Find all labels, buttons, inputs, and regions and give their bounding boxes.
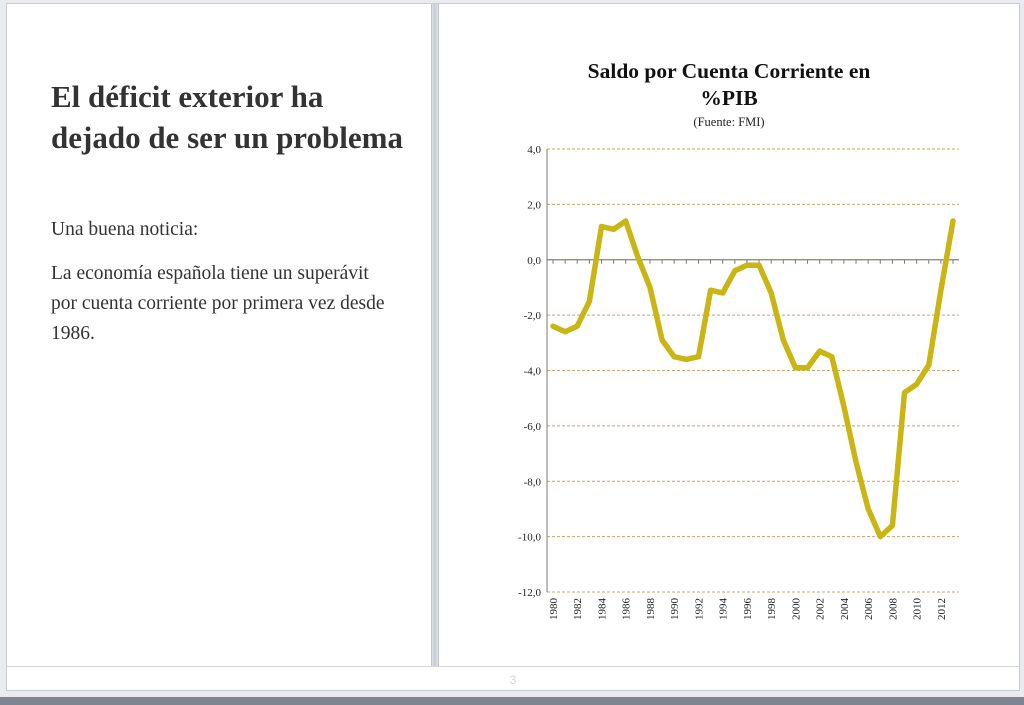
slide-subtitle: Una buena noticia: bbox=[51, 219, 199, 240]
y-tick-label: -6,0 bbox=[524, 421, 542, 433]
chart-panel: Saldo por Cuenta Corriente en %PIB (Fuen… bbox=[439, 4, 1019, 666]
page-number: 3 bbox=[509, 673, 517, 687]
x-tick-label: 1996 bbox=[742, 598, 754, 621]
slide-footer: 3 bbox=[7, 666, 1019, 692]
y-tick-label: -12,0 bbox=[518, 587, 541, 599]
x-tick-label: 2000 bbox=[790, 598, 802, 621]
window-bottom-bar bbox=[0, 697, 1024, 705]
x-tick-label: 1982 bbox=[572, 598, 584, 620]
x-tick-label: 1986 bbox=[621, 598, 633, 621]
x-tick-label: 1992 bbox=[693, 598, 705, 620]
chart-source-note: (Fuente: FMI) bbox=[693, 115, 765, 129]
x-tick-label: 1994 bbox=[718, 598, 730, 621]
slide-page: El déficit exterior ha dejado de ser un … bbox=[6, 3, 1020, 691]
y-tick-label: -2,0 bbox=[524, 310, 542, 322]
panel-divider[interactable] bbox=[431, 4, 439, 666]
line-chart: 4,0 2,0 0,0 -2,0 -4,0 -6,0 -8,0 -10,0 -12,0 1980 1… bbox=[518, 144, 959, 621]
y-tick-label: -4,0 bbox=[524, 366, 542, 378]
x-tick-label: 1990 bbox=[669, 598, 681, 621]
chart-title-line-1: Saldo por Cuenta Corriente en bbox=[587, 59, 871, 83]
slide-body-text: La economía española tiene un superávit … bbox=[51, 263, 385, 344]
series-line bbox=[550, 218, 956, 540]
y-tick-label: 0,0 bbox=[527, 255, 541, 267]
x-tick-label: 2002 bbox=[815, 598, 827, 620]
x-tick-label: 1980 bbox=[548, 598, 560, 621]
chart-title: Saldo por Cuenta Corriente en %PIB bbox=[439, 58, 1019, 112]
chart-title-line-2: %PIB bbox=[700, 86, 758, 110]
x-tick-label: 1998 bbox=[766, 598, 778, 621]
slide-text-panel: El déficit exterior ha dejado de ser un … bbox=[7, 4, 431, 666]
y-tick-label: 4,0 bbox=[527, 144, 541, 156]
y-tick-label: 2,0 bbox=[527, 199, 541, 211]
x-tick-label: 2006 bbox=[863, 598, 875, 621]
x-tick-label: 2010 bbox=[912, 598, 924, 621]
y-tick-label: -10,0 bbox=[518, 532, 541, 544]
x-tick-label: 2008 bbox=[887, 598, 899, 621]
slide-title: El déficit exterior ha dejado de ser un … bbox=[51, 79, 403, 155]
x-tick-label: 1988 bbox=[645, 598, 657, 621]
x-tick-label: 2012 bbox=[936, 598, 948, 620]
x-tick-label: 2004 bbox=[839, 598, 851, 621]
x-tick-label: 1984 bbox=[596, 598, 608, 621]
y-tick-label: -8,0 bbox=[524, 476, 542, 488]
